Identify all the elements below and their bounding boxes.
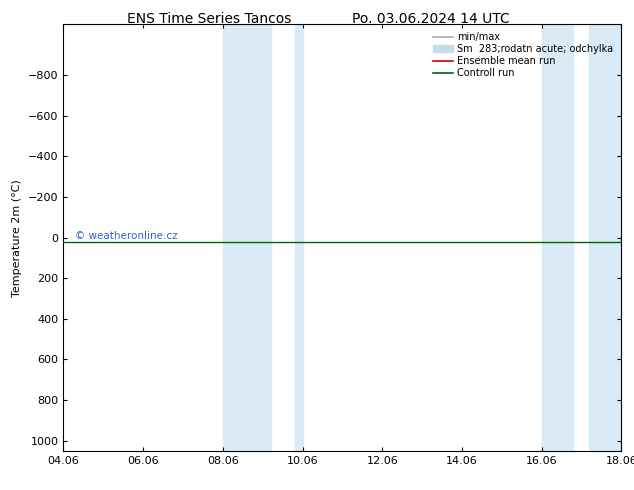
Bar	[295, 24, 302, 451]
Bar	[541, 24, 574, 451]
Text: Po. 03.06.2024 14 UTC: Po. 03.06.2024 14 UTC	[353, 12, 510, 26]
Text: ENS Time Series Tancos: ENS Time Series Tancos	[127, 12, 292, 26]
Y-axis label: Temperature 2m (°C): Temperature 2m (°C)	[13, 179, 22, 296]
Bar	[590, 24, 621, 451]
Text: © weatheronline.cz: © weatheronline.cz	[75, 230, 177, 241]
Bar	[223, 24, 271, 451]
Legend: min/max, Sm  283;rodatn acute; odchylka, Ensemble mean run, Controll run: min/max, Sm 283;rodatn acute; odchylka, …	[430, 29, 616, 81]
